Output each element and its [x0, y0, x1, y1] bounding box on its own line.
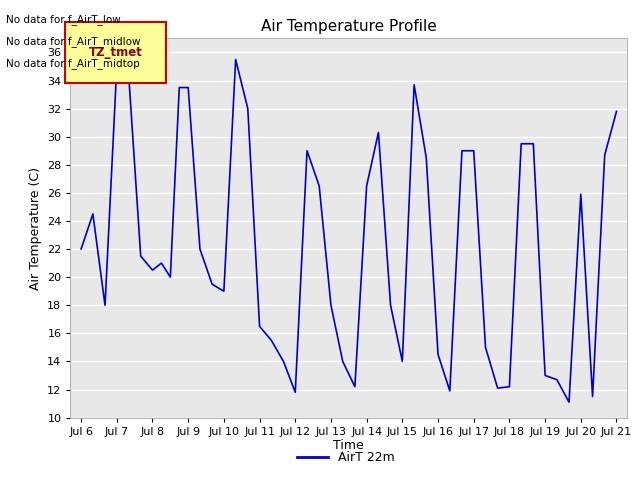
Legend: AirT 22m: AirT 22m: [292, 446, 399, 469]
Title: Air Temperature Profile: Air Temperature Profile: [261, 20, 436, 35]
Text: No data for f_AirT_midtop: No data for f_AirT_midtop: [6, 58, 140, 69]
Text: No data for f_AirT_midlow: No data for f_AirT_midlow: [6, 36, 141, 47]
X-axis label: Time: Time: [333, 439, 364, 453]
Text: No data for f_AirT_low: No data for f_AirT_low: [6, 14, 121, 25]
Y-axis label: Air Temperature (C): Air Temperature (C): [29, 167, 42, 289]
Text: TZ_tmet: TZ_tmet: [89, 46, 143, 59]
